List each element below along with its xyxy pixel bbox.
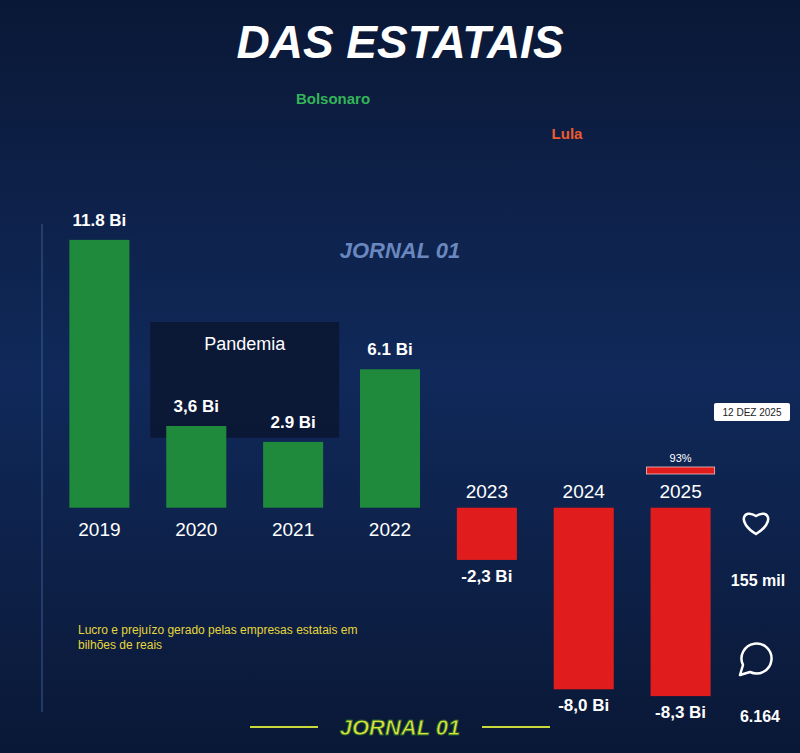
bar: [457, 508, 517, 560]
bar: [69, 240, 129, 508]
data-label: -8,3 Bi: [655, 703, 706, 722]
x-tick-label: 2021: [272, 519, 314, 540]
annotation: JORNAL 01: [340, 715, 461, 740]
subtitle: Lucro e prejuízo gerado pelas empresas e…: [78, 623, 358, 652]
x-tick-label: 2023: [466, 481, 508, 502]
x-tick-label: 2025: [659, 481, 701, 502]
annotation: Bolsonaro: [296, 90, 370, 107]
annotation: 6.164: [740, 708, 780, 725]
date-badge: [714, 403, 790, 421]
title: DAS ESTATAIS: [236, 16, 563, 68]
y-axis-line: [42, 224, 43, 712]
annotation: 93%: [670, 452, 692, 464]
logo-rule: [250, 726, 318, 728]
data-label: 6.1 Bi: [367, 340, 412, 359]
x-tick-label: 2019: [78, 519, 120, 540]
data-labels: 11.8 Bi 3,6 Bi 2.9 Bi 6.1 Bi -2,3 Bi -8,0 Bi -…: [72, 211, 706, 722]
data-label: -8,0 Bi: [558, 696, 609, 715]
data-label: -2,3 Bi: [461, 567, 512, 586]
marker-bar: [647, 467, 715, 474]
bar: [651, 508, 711, 696]
x-tick-label: 2024: [563, 481, 606, 502]
bar: [360, 369, 420, 507]
annotation: Pandemia: [204, 334, 286, 354]
bars: [69, 240, 710, 696]
logo-rule: [482, 726, 550, 728]
pandemia-box: [150, 322, 339, 438]
annotation: 155 mil: [731, 572, 785, 589]
annotation: 12 DEZ 2025: [723, 407, 782, 418]
x-tick-labels: 2019 2020 2021 2022 2023 2024 2025: [78, 481, 701, 540]
annotation: Lula: [552, 125, 583, 142]
background: [0, 0, 800, 753]
heart-icon: [744, 514, 768, 534]
data-label: 2.9 Bi: [270, 413, 315, 432]
data-label: 11.8 Bi: [72, 211, 126, 230]
bar: [554, 508, 614, 690]
bar: [263, 442, 323, 508]
comment-icon: [740, 643, 772, 675]
bar: [166, 426, 226, 508]
x-tick-label: 2020: [175, 519, 217, 540]
annotation: JORNAL 01: [340, 238, 461, 263]
chart: DAS ESTATAIS Bolsonaro Lula JORNAL 01 Pandem…: [0, 0, 800, 753]
x-tick-label: 2022: [369, 519, 411, 540]
data-label: 3,6 Bi: [174, 397, 219, 416]
